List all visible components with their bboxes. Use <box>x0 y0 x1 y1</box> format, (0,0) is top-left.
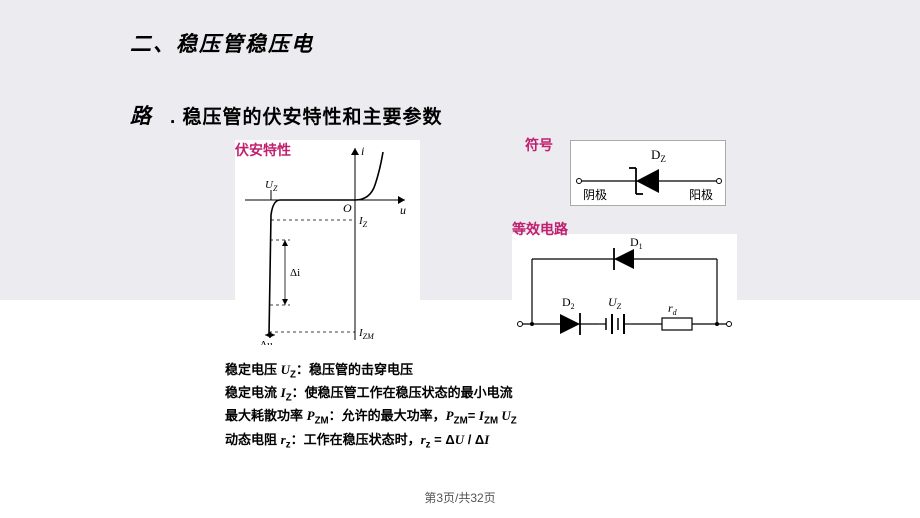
page-footer: 第3页/共32页 <box>0 489 920 506</box>
param-rz: 动态电阻 rz：工作在稳压状态时，rz = ΔU / ΔI <box>225 430 517 453</box>
zener-symbol-diagram: DZ 阴极 阳极 <box>570 140 726 206</box>
slide-content: 二、稳压管稳压电 路 . 稳压管的伏安特性和主要参数 i u O UZ IZ I… <box>0 0 920 518</box>
svg-text:IZM: IZM <box>358 327 375 341</box>
axis-u-label: u <box>400 203 406 217</box>
param-pzm: 最大耗散功率 PZM：允许的最大功率，PZM= IZM UZ <box>225 406 517 429</box>
origin-label: O <box>343 201 352 215</box>
svg-text:UZ: UZ <box>265 179 278 193</box>
axis-i-label: i <box>361 144 364 158</box>
svg-text:D2: D2 <box>562 295 575 311</box>
label-symbol: 符号 <box>525 135 553 155</box>
svg-text:IZ: IZ <box>358 215 368 229</box>
svg-text:Δu: Δu <box>260 339 273 345</box>
heading-sub: . 稳压管的伏安特性和主要参数 <box>170 102 443 129</box>
equivalent-circuit-diagram: D1 D2 <box>512 234 737 349</box>
label-va-characteristic: 伏安特性 <box>235 140 291 160</box>
param-iz: 稳定电流 IZ：使稳压管工作在稳压状态的最小电流 <box>225 383 517 406</box>
label-equivalent-circuit: 等效电路 <box>512 219 568 239</box>
param-uz: 稳定电压 UZ：稳压管的击穿电压 <box>225 360 517 383</box>
svg-text:Δi: Δi <box>290 267 300 279</box>
parameter-definitions: 稳定电压 UZ：稳压管的击穿电压 稳定电流 IZ：使稳压管工作在稳压状态的最小电… <box>225 360 517 453</box>
svg-text:阳极: 阳极 <box>689 188 713 202</box>
svg-text:D1: D1 <box>630 235 643 251</box>
svg-text:UZ: UZ <box>608 295 622 311</box>
svg-text:阴极: 阴极 <box>583 188 607 202</box>
svg-text:DZ: DZ <box>651 147 666 164</box>
heading-main-a: 二、稳压管稳压电 <box>130 28 314 58</box>
heading-main-b: 路 <box>130 100 153 130</box>
va-characteristic-diagram: i u O UZ IZ IZM Δi <box>235 140 420 345</box>
svg-text:rd: rd <box>668 301 678 317</box>
